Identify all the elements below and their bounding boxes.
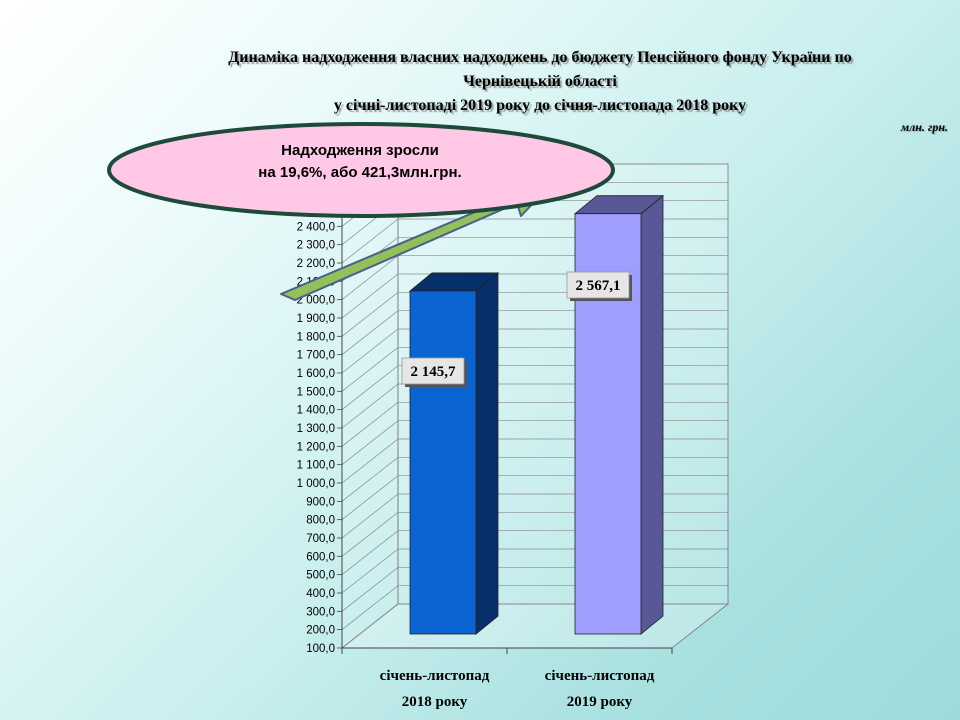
y-tick-label: 1 500,0 (297, 386, 335, 398)
y-tick-label: 2 400,0 (297, 221, 335, 233)
y-tick-label: 2 300,0 (297, 240, 335, 252)
callout-ellipse (107, 122, 615, 218)
title-line-1: Динаміка надходження власних надходжень … (228, 49, 852, 66)
y-tick-label: 300,0 (306, 606, 335, 618)
bar-0 (409, 290, 477, 635)
y-tick-label: 400,0 (306, 588, 335, 600)
y-tick-label: 700,0 (306, 533, 335, 545)
x-category-label-1-0: січень-листопад (545, 668, 655, 684)
y-tick-label: 100,0 (306, 643, 335, 655)
y-tick-label: 1 800,0 (297, 331, 335, 343)
y-tick-label: 800,0 (306, 515, 335, 527)
value-label-1: 2 567,1 (576, 278, 621, 294)
value-label-box-0 (401, 357, 465, 385)
y-tick-label: 2 000,0 (297, 295, 335, 307)
bar-side-0 (475, 272, 499, 635)
y-tick-label: 1 300,0 (297, 423, 335, 435)
value-label-0: 2 145,7 (411, 364, 457, 380)
callout-text: Надходження зросли на 19,6%, або 421,3мл… (200, 140, 520, 184)
bar-side-1 (640, 194, 664, 635)
y-tick-label: 900,0 (306, 496, 335, 508)
y-tick-label: 2 200,0 (297, 258, 335, 270)
y-tick-label: 1 000,0 (297, 478, 335, 490)
y-tick-label: 1 200,0 (297, 441, 335, 453)
y-tick-label: 1 700,0 (297, 350, 335, 362)
y-tick-label: 1 900,0 (297, 313, 335, 325)
y-tick-label: 500,0 (306, 570, 335, 582)
callout-line-2: на 19,6%, або 421,3млн.грн. (258, 164, 462, 181)
x-category-label-1-1: 2019 року (567, 694, 633, 710)
y-tick-label: 1 100,0 (297, 460, 335, 472)
y-tick-label: 1 400,0 (297, 405, 335, 417)
title-line-3: у січні-листопаді 2019 року до січня-лис… (333, 97, 747, 114)
y-tick-label: 200,0 (306, 625, 335, 637)
y-tick-label: 600,0 (306, 551, 335, 563)
title-line-2: Чернівецькій області (463, 73, 617, 90)
callout-line-1: Надходження зросли (281, 142, 439, 159)
chart-title: Динаміка надходження власних надходжень … (130, 46, 950, 118)
y-tick-label: 1 600,0 (297, 368, 335, 380)
value-label-box-1 (566, 271, 630, 299)
x-category-label-0-0: січень-листопад (380, 668, 490, 684)
unit-label: млн. грн. (900, 120, 948, 134)
chart-floor (340, 603, 730, 649)
x-category-label-0-1: 2018 року (402, 694, 468, 710)
